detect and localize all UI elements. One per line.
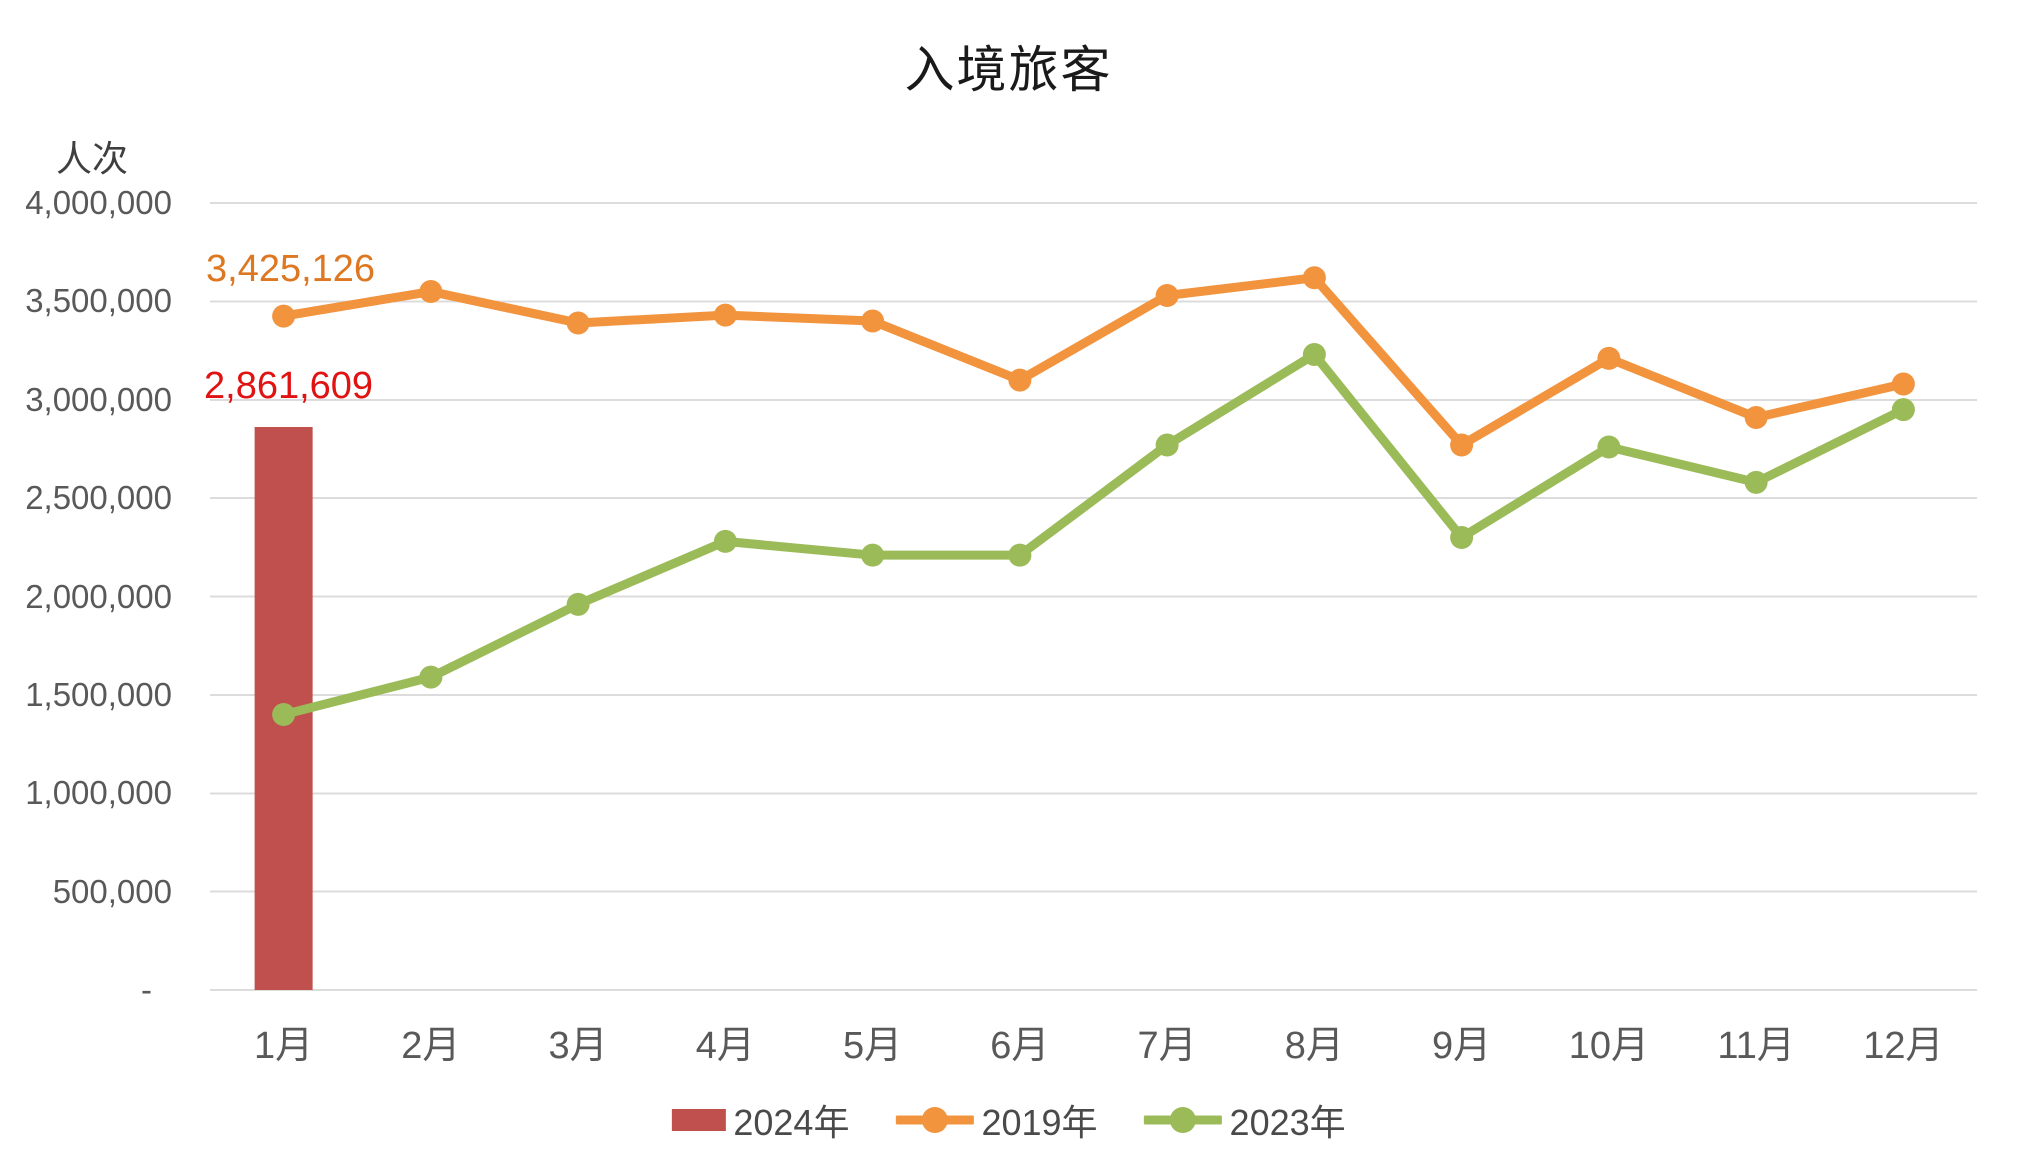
legend-label: 2023年 <box>1229 1102 1346 1143</box>
x-tick-label-month: 4月 <box>695 1025 755 1067</box>
x-tick-label-month: 6月 <box>990 1025 1050 1067</box>
point-2019年-12月 <box>1891 372 1915 396</box>
y-tick-label: 3,500,000 <box>25 282 172 320</box>
x-tick-label-month: 11月 <box>1717 1025 1795 1067</box>
y-tick-label: 2,500,000 <box>25 479 172 517</box>
y-axis-unit-label: 人次 <box>56 138 129 179</box>
point-2019年-5月 <box>861 309 885 333</box>
point-2023年-8月 <box>1302 342 1326 366</box>
x-tick-label-month: 12月 <box>1863 1025 1944 1067</box>
data-label-2024-jan: 2,861,609 <box>204 364 374 407</box>
point-2019年-11月 <box>1744 405 1768 429</box>
x-tick-label-month: 2月 <box>401 1025 461 1067</box>
y-tick-label: - <box>141 971 152 1008</box>
point-2019年-8月 <box>1302 266 1326 290</box>
point-2023年-12月 <box>1891 398 1915 422</box>
legend-label: 2019年 <box>981 1102 1098 1143</box>
y-tick-label: 1,000,000 <box>25 774 172 812</box>
point-2019年-2月 <box>419 280 443 304</box>
x-tick-label-month: 5月 <box>843 1025 903 1067</box>
x-tick-label-month: 10月 <box>1568 1025 1650 1067</box>
x-tick-label-month: 3月 <box>548 1025 608 1067</box>
y-tick-label: 1,500,000 <box>25 675 172 713</box>
series-line-2023年 <box>279 349 1908 720</box>
point-2023年-5月 <box>861 543 885 567</box>
x-tick-label-month: 1月 <box>254 1025 314 1067</box>
point-2019年-6月 <box>1008 368 1032 392</box>
point-2023年-11月 <box>1744 470 1768 494</box>
point-2019年-4月 <box>713 303 737 327</box>
point-2023年-9月 <box>1450 525 1474 549</box>
legend-line-marker-icon <box>895 1107 974 1133</box>
point-2023年-6月 <box>1008 543 1032 567</box>
point-2023年-10月 <box>1597 435 1621 459</box>
y-tick-label: 3,000,000 <box>25 380 172 418</box>
point-2019年-9月 <box>1450 433 1474 457</box>
point-2023年-1月 <box>272 703 296 727</box>
point-2023年-7月 <box>1155 433 1179 457</box>
chart-legend: 2024年 2019年 2023年 <box>671 1094 1346 1146</box>
x-tick-label-month: 9月 <box>1432 1025 1492 1067</box>
legend-line-marker-icon <box>1143 1107 1222 1133</box>
point-2019年-1月 <box>272 304 296 328</box>
y-tick-label: 4,000,000 <box>25 184 172 221</box>
x-tick-label-month: 7月 <box>1137 1025 1197 1067</box>
data-label-2019-jan: 3,425,126 <box>206 248 376 291</box>
point-2023年-3月 <box>566 592 590 616</box>
legend-bar-swatch-icon <box>671 1109 726 1131</box>
legend-item-2024年: 2024年 <box>671 1094 849 1146</box>
legend-label: 2024年 <box>733 1102 850 1143</box>
x-tick-label-month: 8月 <box>1284 1025 1344 1067</box>
point-2019年-3月 <box>566 311 590 335</box>
point-2019年-7月 <box>1155 283 1179 307</box>
y-tick-label: 2,000,000 <box>25 577 172 615</box>
y-tick-label: 500,000 <box>52 872 172 910</box>
point-2019年-10月 <box>1597 346 1621 370</box>
legend-item-2019年: 2019年 <box>895 1094 1098 1146</box>
point-2023年-2月 <box>419 665 443 689</box>
chart-title: 入境旅客 <box>904 42 1113 98</box>
legend-item-2023年: 2023年 <box>1143 1094 1346 1146</box>
point-2023年-4月 <box>713 529 737 553</box>
series-line-2019年 <box>279 273 1908 450</box>
